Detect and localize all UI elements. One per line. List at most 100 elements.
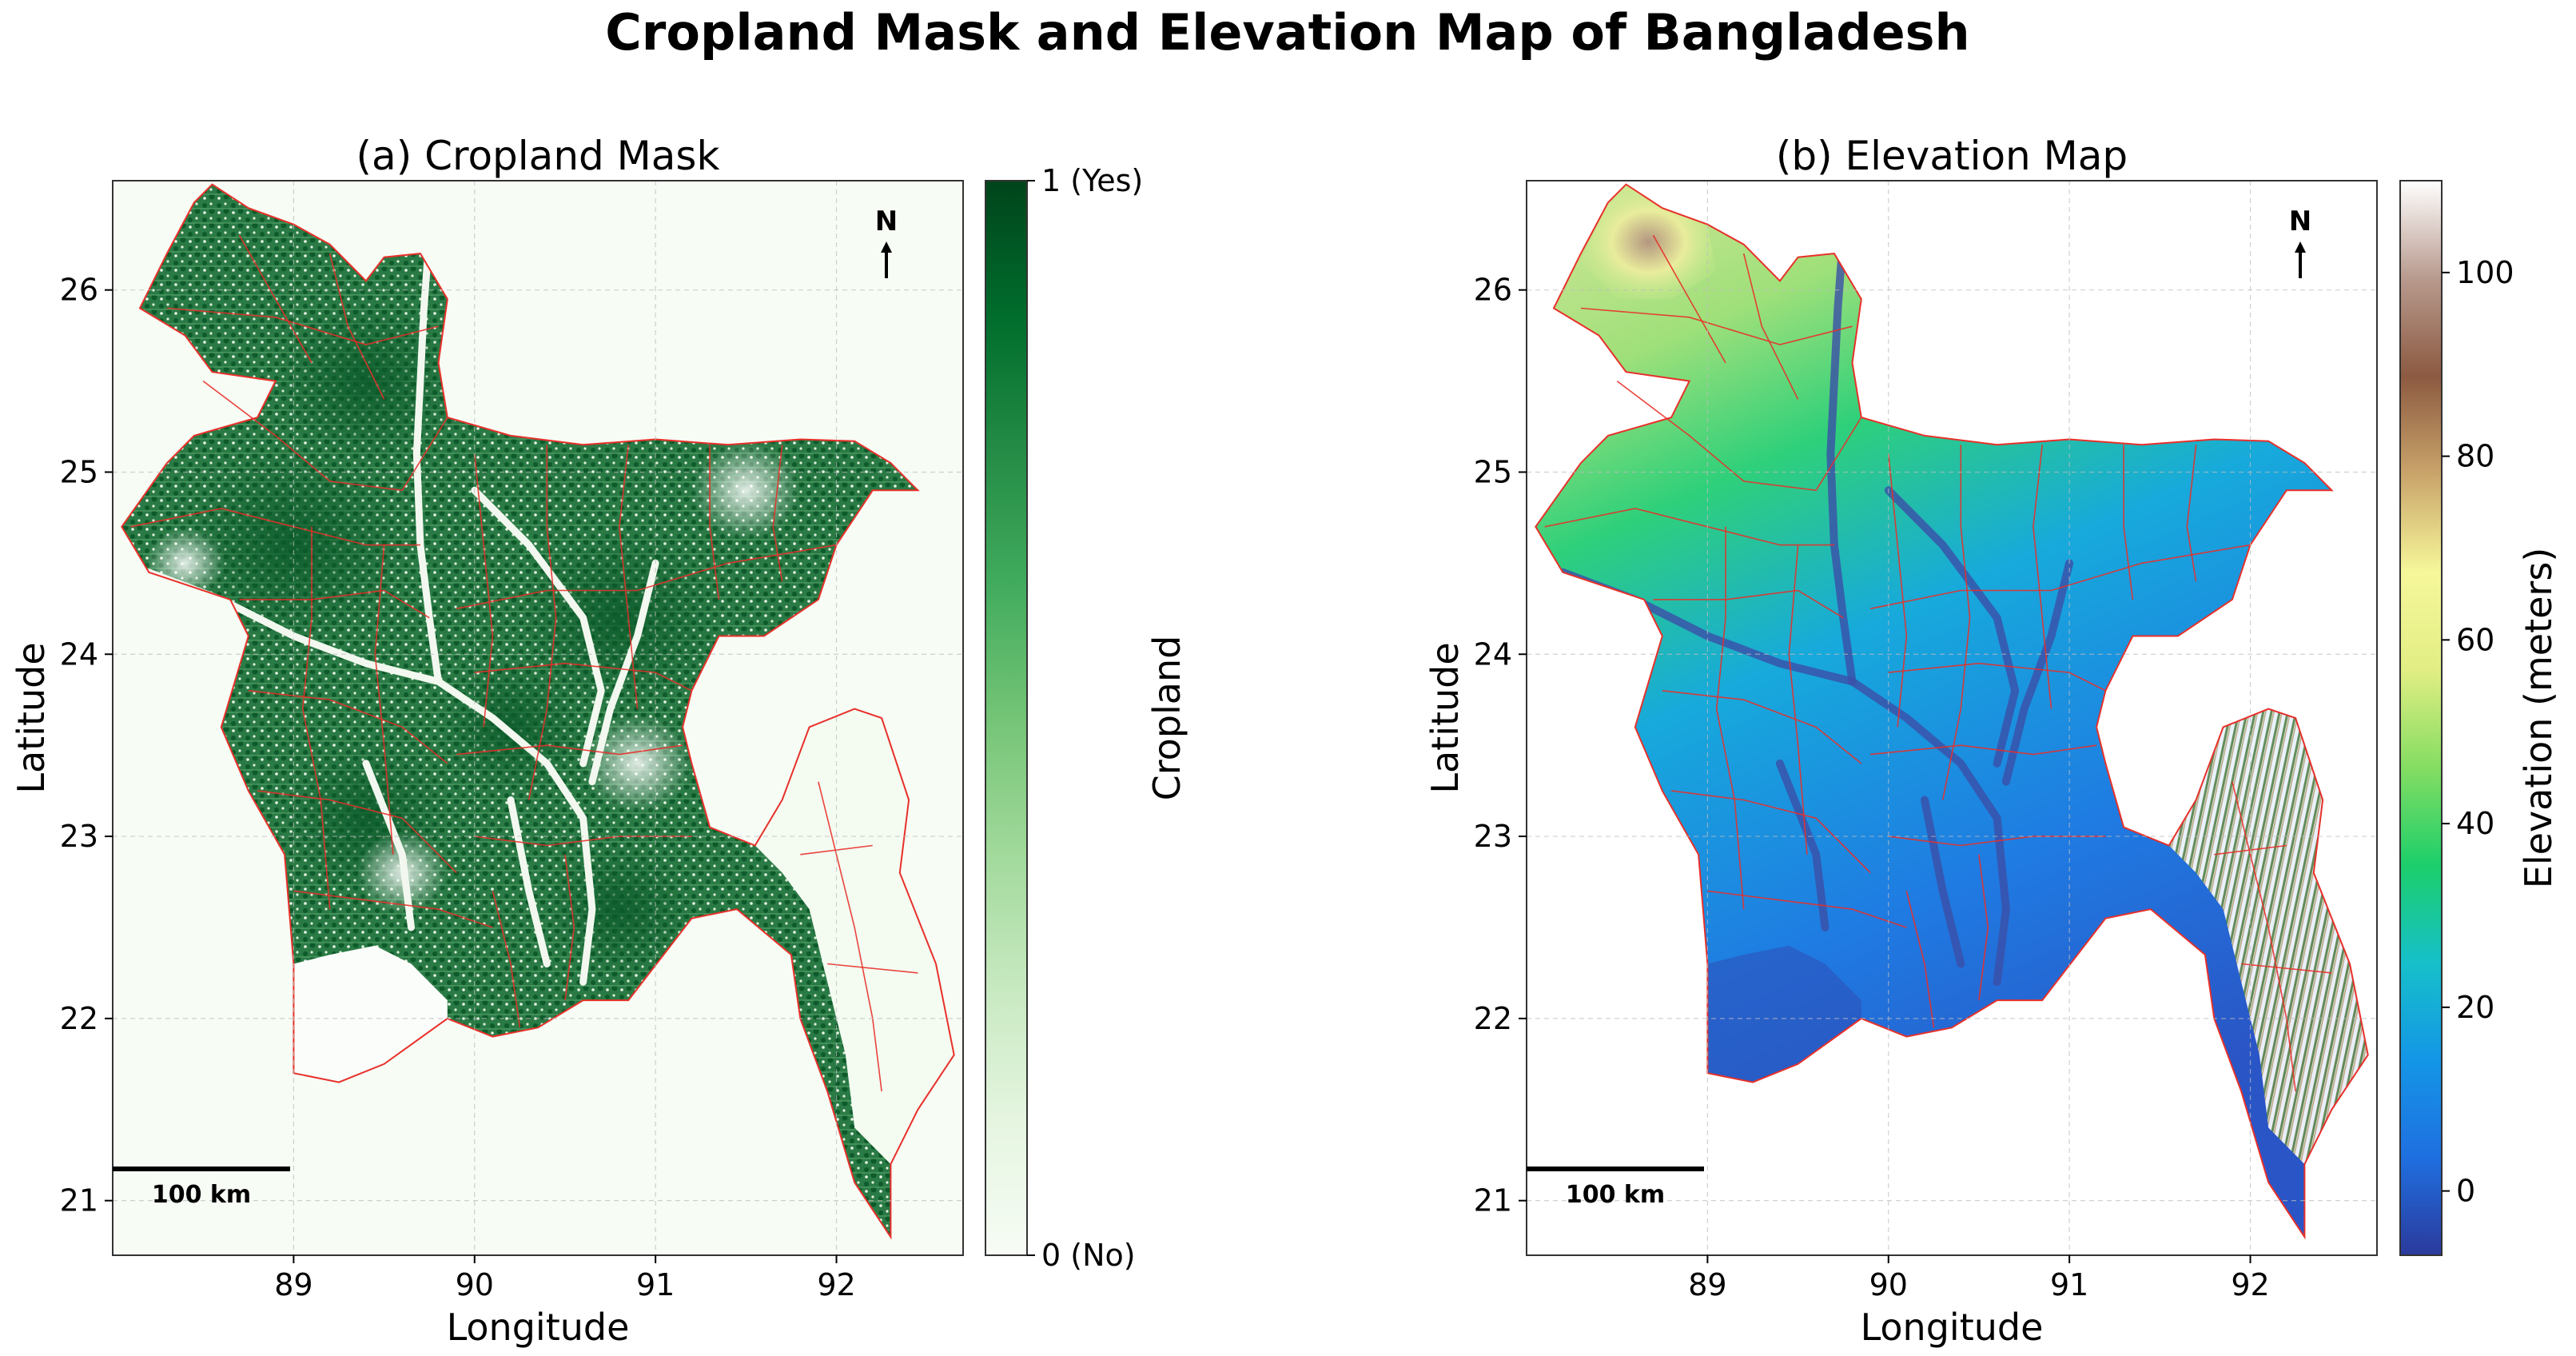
district-boundary: [2232, 781, 2296, 1092]
district-boundary: [456, 544, 837, 610]
district-boundary: [374, 544, 394, 855]
map-layer: [121, 183, 955, 1240]
colorbar-tick-label: 60: [2456, 622, 2494, 657]
district-boundary: [248, 690, 448, 764]
hill-tracts-no-crop: [754, 708, 954, 1165]
river: [412, 231, 596, 986]
gridlines: [113, 181, 963, 1255]
river: [1921, 796, 1965, 968]
district-boundary: [2033, 445, 2052, 709]
district-boundary: [1870, 744, 2097, 756]
district-boundary: [1707, 890, 1907, 928]
district-boundary: [1671, 790, 1871, 874]
colorbar-tick-label: 0: [2456, 1174, 2475, 1209]
district-boundary: [1652, 234, 1726, 364]
y-tick-label: 25: [60, 454, 98, 489]
district-boundary: [202, 380, 448, 492]
district-boundary: [1888, 662, 2106, 692]
district-boundary: [474, 453, 494, 728]
north-label: N: [2289, 205, 2311, 237]
country-border: [121, 183, 955, 1240]
colorbar-tick-label: 1 (Yes): [1041, 163, 1143, 198]
district-boundary: [238, 234, 313, 364]
y-axis-label: Latitude: [10, 642, 53, 793]
y-tick-label: 25: [1474, 454, 1512, 489]
district-boundary: [1905, 891, 1935, 1028]
y-axis-label: Latitude: [1423, 642, 1467, 793]
north-arrow-icon: [2295, 241, 2306, 278]
y-tick-label: 24: [60, 636, 98, 672]
district-boundary: [1662, 690, 1862, 764]
district-boundary: [1580, 307, 1853, 345]
x-tick-label: 89: [274, 1267, 313, 1302]
district-boundary: [1653, 589, 1844, 619]
district-boundary: [166, 307, 439, 345]
district-boundary: [239, 589, 430, 619]
colorbar-tick-label: 40: [2456, 806, 2494, 841]
colorbar-label: Elevation (meters): [2517, 548, 2560, 889]
x-tick-label: 92: [817, 1267, 855, 1302]
y-tick-label: 21: [60, 1183, 98, 1218]
colorbar-tick-label: 20: [2456, 990, 2494, 1025]
district-boundary: [818, 781, 882, 1092]
axes-frame: [112, 180, 964, 1256]
district-boundary: [1888, 836, 2106, 847]
y-tick-label: 23: [60, 819, 98, 854]
district-boundary: [1788, 544, 1808, 855]
colorbar: [2399, 180, 2443, 1256]
river: [2001, 559, 2074, 786]
figure-title: Cropland Mask and Elevation Map of Bangl…: [605, 3, 1969, 62]
y-tick-label: 22: [60, 1001, 98, 1036]
hill-tracts: [2168, 708, 2368, 1165]
colorbar-tick-label: 100: [2456, 255, 2514, 290]
x-tick-label: 89: [1688, 1267, 1726, 1302]
northern-highland: [1580, 184, 1717, 300]
y-tick-label: 23: [1474, 819, 1512, 854]
river: [1775, 759, 1829, 931]
river: [362, 760, 415, 931]
district-boundary: [1978, 854, 1989, 1001]
scale-bar-label: 100 km: [152, 1181, 251, 1209]
scale-bar-label: 100 km: [1566, 1181, 1665, 1209]
river: [588, 559, 659, 786]
district-boundary: [293, 890, 493, 928]
x-tick-label: 90: [1869, 1267, 1908, 1302]
y-tick-label: 26: [60, 273, 98, 308]
district-boundary: [257, 790, 457, 874]
north-label: N: [875, 205, 898, 237]
district-boundary: [328, 253, 385, 400]
x-axis-label: Longitude: [447, 1306, 630, 1349]
district-boundary: [1616, 380, 1862, 492]
district-boundary: [1941, 445, 1971, 800]
district-boundary: [474, 662, 692, 692]
x-tick-label: 91: [636, 1267, 675, 1302]
river: [1826, 231, 2010, 987]
district-boundary: [772, 445, 783, 582]
x-tick-label: 90: [456, 1267, 494, 1302]
x-axis-label: Longitude: [1861, 1306, 2044, 1349]
colorbar-tick-label: 0 (No): [1041, 1238, 1136, 1273]
y-tick-label: 21: [1474, 1183, 1512, 1218]
river: [471, 486, 605, 768]
country-border: [1535, 183, 2369, 1240]
y-tick-label: 22: [1474, 1001, 1512, 1036]
panel-cropland-mask: 89 90 91 92 21 22 23 24 25 26 (a) Cropland Mask Lon…: [10, 133, 1188, 1349]
colorbar: [985, 180, 1028, 1256]
district-boundary: [1888, 453, 1908, 728]
river: [1884, 486, 2020, 768]
axes-frame: [1526, 180, 2378, 1256]
panel-elevation-map: 89 90 91 92 21 22 23 24 25 26 (b) Elevation Map Lon…: [1423, 133, 2560, 1349]
district-boundary: [456, 744, 683, 756]
district-boundary: [564, 854, 575, 1001]
district-boundary: [709, 445, 720, 600]
y-tick-label: 26: [1474, 273, 1512, 308]
panel-title: (b) Elevation Map: [1776, 133, 2128, 179]
district-boundary: [619, 445, 639, 709]
map-layer: [1535, 183, 2369, 1240]
district-boundary: [2241, 963, 2332, 974]
district-boundary: [2123, 445, 2134, 600]
y-tick-label: 24: [1474, 636, 1512, 672]
sundarbans-no-crop: [293, 945, 448, 1083]
gridlines: [1527, 181, 2377, 1255]
